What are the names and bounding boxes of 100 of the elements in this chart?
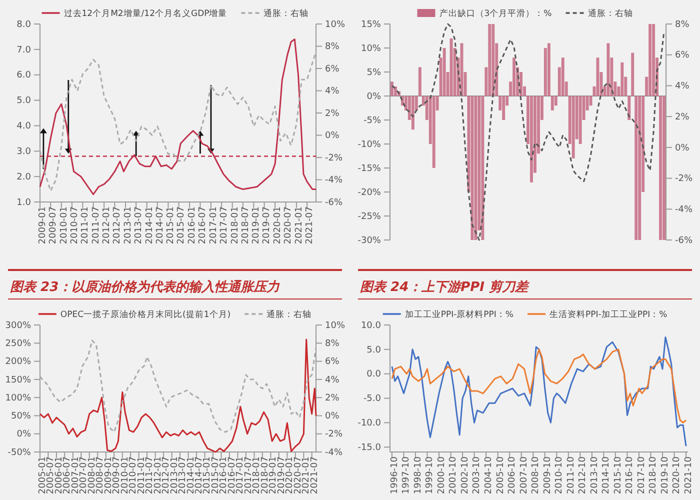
x-tick-label: 2007-10 — [519, 456, 530, 494]
y-tick-label: 7.0 — [16, 45, 32, 56]
bar — [578, 96, 582, 144]
bar — [418, 67, 422, 96]
y2-tick-label: 10% — [325, 320, 346, 331]
y2-tick-label: 2% — [325, 393, 340, 404]
x-tick-label: 2014-07 — [155, 206, 166, 244]
x-tick-label: 2002-10 — [460, 456, 470, 494]
x-tick-label: 2013-10 — [590, 456, 600, 494]
y-tick-label: 0.0 — [366, 370, 382, 380]
bar — [502, 96, 506, 120]
y2-tick-label: 0% — [675, 143, 690, 154]
y-tick-label: 50% — [10, 412, 32, 422]
x-tick-label: 2011-07 — [144, 456, 155, 494]
y-tick-label: -20% — [358, 188, 382, 198]
x-tick-label: 2010-01 — [59, 206, 70, 244]
x-tick-label: 2000-10 — [436, 456, 447, 494]
x-tick-label: 2005-10 — [496, 456, 506, 494]
x-tick-label: 1998-10 — [413, 456, 424, 494]
legend-label: 加工工业PPI-原材料PPI：% — [404, 309, 514, 320]
x-tick-label: 2001-10 — [448, 456, 459, 494]
y2-tick-label: 4% — [325, 86, 340, 97]
y-tick-label: 300% — [5, 320, 32, 331]
y2-tick-label: 8% — [325, 42, 340, 52]
x-tick-label: 2017-10 — [636, 456, 647, 494]
y-tick-label: 5.0 — [366, 345, 382, 356]
x-tick-label: 2016-01 — [188, 206, 198, 244]
y2-tick-label: -4% — [325, 448, 343, 458]
y-tick-label: 5.0 — [16, 96, 32, 106]
x-tick-label: 2013-01 — [123, 206, 134, 244]
x-tick-label: 2009-10 — [542, 456, 553, 494]
y-tick-label: -25% — [358, 212, 382, 222]
x-tick-label: 2017-07 — [220, 206, 230, 244]
legend-label: OPEC一揽子原油价格月末同比(提前1个月) — [60, 309, 231, 320]
y2-tick-label: 6% — [325, 357, 340, 368]
y-tick-label: 0% — [16, 430, 32, 440]
bar — [606, 43, 610, 96]
y-tick-label: 10.0 — [360, 320, 382, 331]
y-tick-label: 2.0 — [16, 172, 32, 182]
x-tick-label: 2018-01 — [230, 206, 240, 244]
x-tick-label: 2021-10 — [684, 456, 694, 494]
x-tick-label: 2011-01 — [80, 206, 91, 244]
y2-tick-label: -4% — [675, 205, 693, 216]
bar — [470, 96, 474, 240]
y2-tick-label: 0% — [325, 131, 340, 142]
x-tick-label: 2013-07 — [178, 456, 188, 494]
chart-title: 图表 23：以原油价格为代表的输入性通胀压力 — [10, 279, 281, 295]
y2-tick-label: 2% — [325, 108, 340, 119]
y-tick-label: 100% — [5, 393, 32, 404]
bar — [547, 43, 550, 96]
bar — [634, 96, 638, 240]
x-tick-label: 2012-10 — [578, 456, 588, 494]
bar — [638, 96, 642, 240]
x-tick-label: 2014-10 — [602, 456, 612, 494]
bar — [659, 96, 662, 240]
y-tick-label: -5% — [363, 116, 382, 126]
bar — [432, 96, 436, 168]
y-tick-label: 5% — [366, 68, 382, 78]
x-tick-label: 2016-07 — [198, 206, 208, 244]
y-tick-label: 6.0 — [16, 70, 32, 81]
y-tick-label: 15% — [360, 20, 382, 30]
bar — [488, 24, 492, 96]
y-tick-label: -5.0 — [363, 394, 382, 404]
x-tick-label: 2004-10 — [484, 456, 494, 494]
x-tick-label: 2019-01 — [252, 206, 262, 244]
x-tick-label: 2016-10 — [625, 456, 636, 494]
y-tick-label: 3.0 — [16, 147, 32, 158]
bar — [474, 96, 478, 240]
y2-tick-label: 4% — [325, 375, 340, 386]
legend-label: 通胀：右轴 — [266, 309, 312, 320]
x-tick-label: 2014-01 — [144, 206, 155, 244]
bar — [561, 58, 564, 96]
bar — [492, 24, 495, 96]
y-tick-label: -15.0 — [358, 442, 382, 453]
y2-tick-label: -2% — [325, 153, 343, 164]
x-tick-label: 2012-07 — [161, 456, 172, 494]
bar — [530, 96, 533, 182]
bar — [648, 24, 652, 96]
y2-tick-label: -4% — [325, 176, 343, 186]
y-tick-label: -10% — [358, 140, 382, 150]
bar — [652, 24, 656, 96]
y-tick-label: 4.0 — [16, 122, 32, 132]
bar — [628, 96, 631, 120]
y-tick-label: -15% — [358, 164, 382, 174]
bar — [512, 58, 516, 96]
y2-tick-label: 2% — [675, 112, 690, 122]
bar — [572, 96, 575, 158]
y2-tick-label: -6% — [325, 198, 343, 208]
y2-tick-label: -2% — [675, 174, 693, 184]
y-tick-label: -10.0 — [358, 418, 382, 429]
x-tick-label: 2012-07 — [112, 206, 123, 244]
x-tick-label: 2011-10 — [566, 456, 576, 494]
y-tick-label: 10% — [360, 44, 382, 54]
y2-tick-label: 8% — [325, 339, 340, 350]
bar — [481, 96, 484, 240]
x-tick-label: 1999-10 — [425, 456, 436, 494]
x-tick-label: 2012-01 — [102, 206, 112, 244]
y2-tick-label: 4% — [675, 82, 690, 92]
x-tick-label: 2010-07 — [70, 206, 80, 244]
line-series — [391, 348, 687, 424]
